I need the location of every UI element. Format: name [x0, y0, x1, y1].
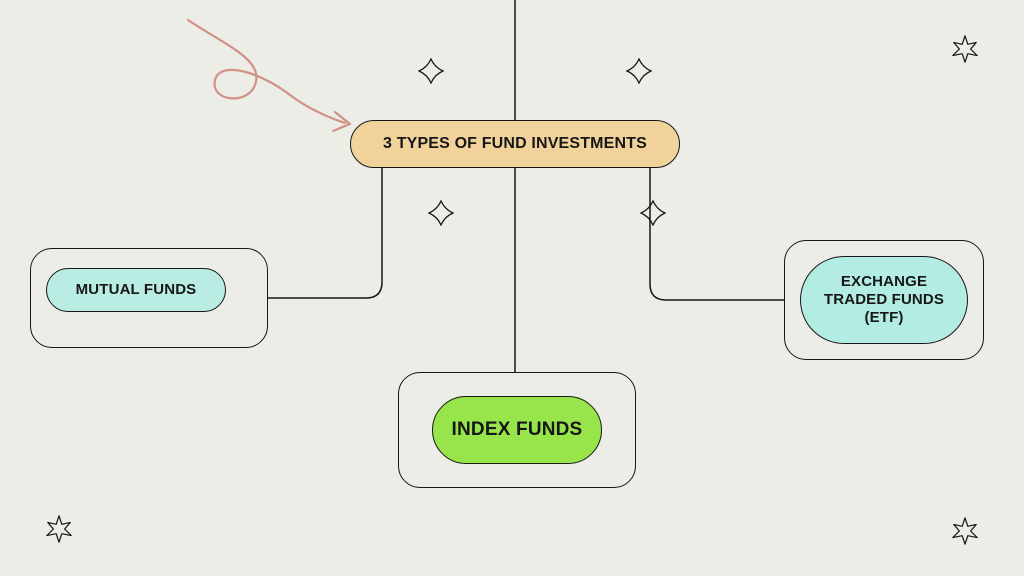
index-funds-label: INDEX FUNDS [452, 419, 583, 442]
star-icon [44, 514, 74, 544]
edge [268, 168, 382, 298]
star-icon [950, 516, 980, 546]
etf-label: EXCHANGE TRADED FUNDS (ETF) [819, 273, 949, 327]
sparkle-icon [640, 200, 666, 226]
index-funds-pill: INDEX FUNDS [432, 396, 602, 464]
mutual-funds-pill: MUTUAL FUNDS [46, 268, 226, 312]
sparkle-icon [418, 58, 444, 84]
mutual-funds-label: MUTUAL FUNDS [76, 281, 197, 299]
star-icon [950, 34, 980, 64]
title-text: 3 TYPES OF FUND INVESTMENTS [383, 134, 647, 153]
edge [650, 168, 784, 300]
sparkle-icon [626, 58, 652, 84]
diagram-canvas: 3 TYPES OF FUND INVESTMENTS MUTUAL FUNDS… [0, 0, 1024, 576]
sparkle-icon [428, 200, 454, 226]
title-pill: 3 TYPES OF FUND INVESTMENTS [350, 120, 680, 168]
etf-pill: EXCHANGE TRADED FUNDS (ETF) [800, 256, 968, 344]
